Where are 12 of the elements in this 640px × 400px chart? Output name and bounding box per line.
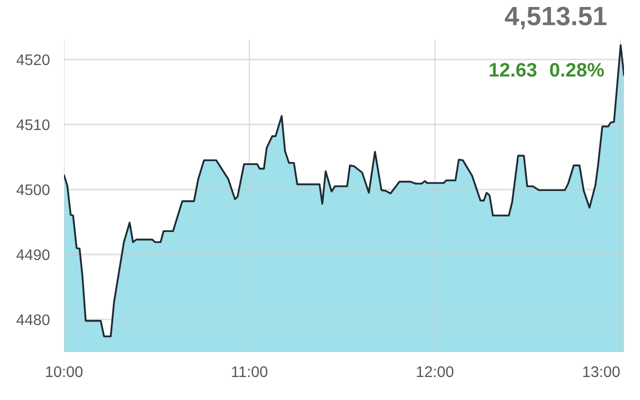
x-tick-label: 11:00: [232, 366, 268, 378]
y-tick-label: 4500: [16, 184, 50, 196]
text: 4,513.51: [504, 6, 606, 30]
x-tick-label: 12:00: [416, 366, 454, 378]
annotation: 0.28%: [550, 62, 604, 77]
x-tick-label: 13:00: [583, 366, 620, 378]
annotation: 12.63: [490, 62, 536, 77]
x-tick-label: 10:00: [46, 366, 83, 378]
y-tick-label: 4520: [16, 54, 50, 66]
y-tick-label: 4510: [16, 119, 50, 130]
y-tick-label: 4490: [16, 249, 50, 260]
y-tick-label: 4480: [16, 314, 50, 326]
